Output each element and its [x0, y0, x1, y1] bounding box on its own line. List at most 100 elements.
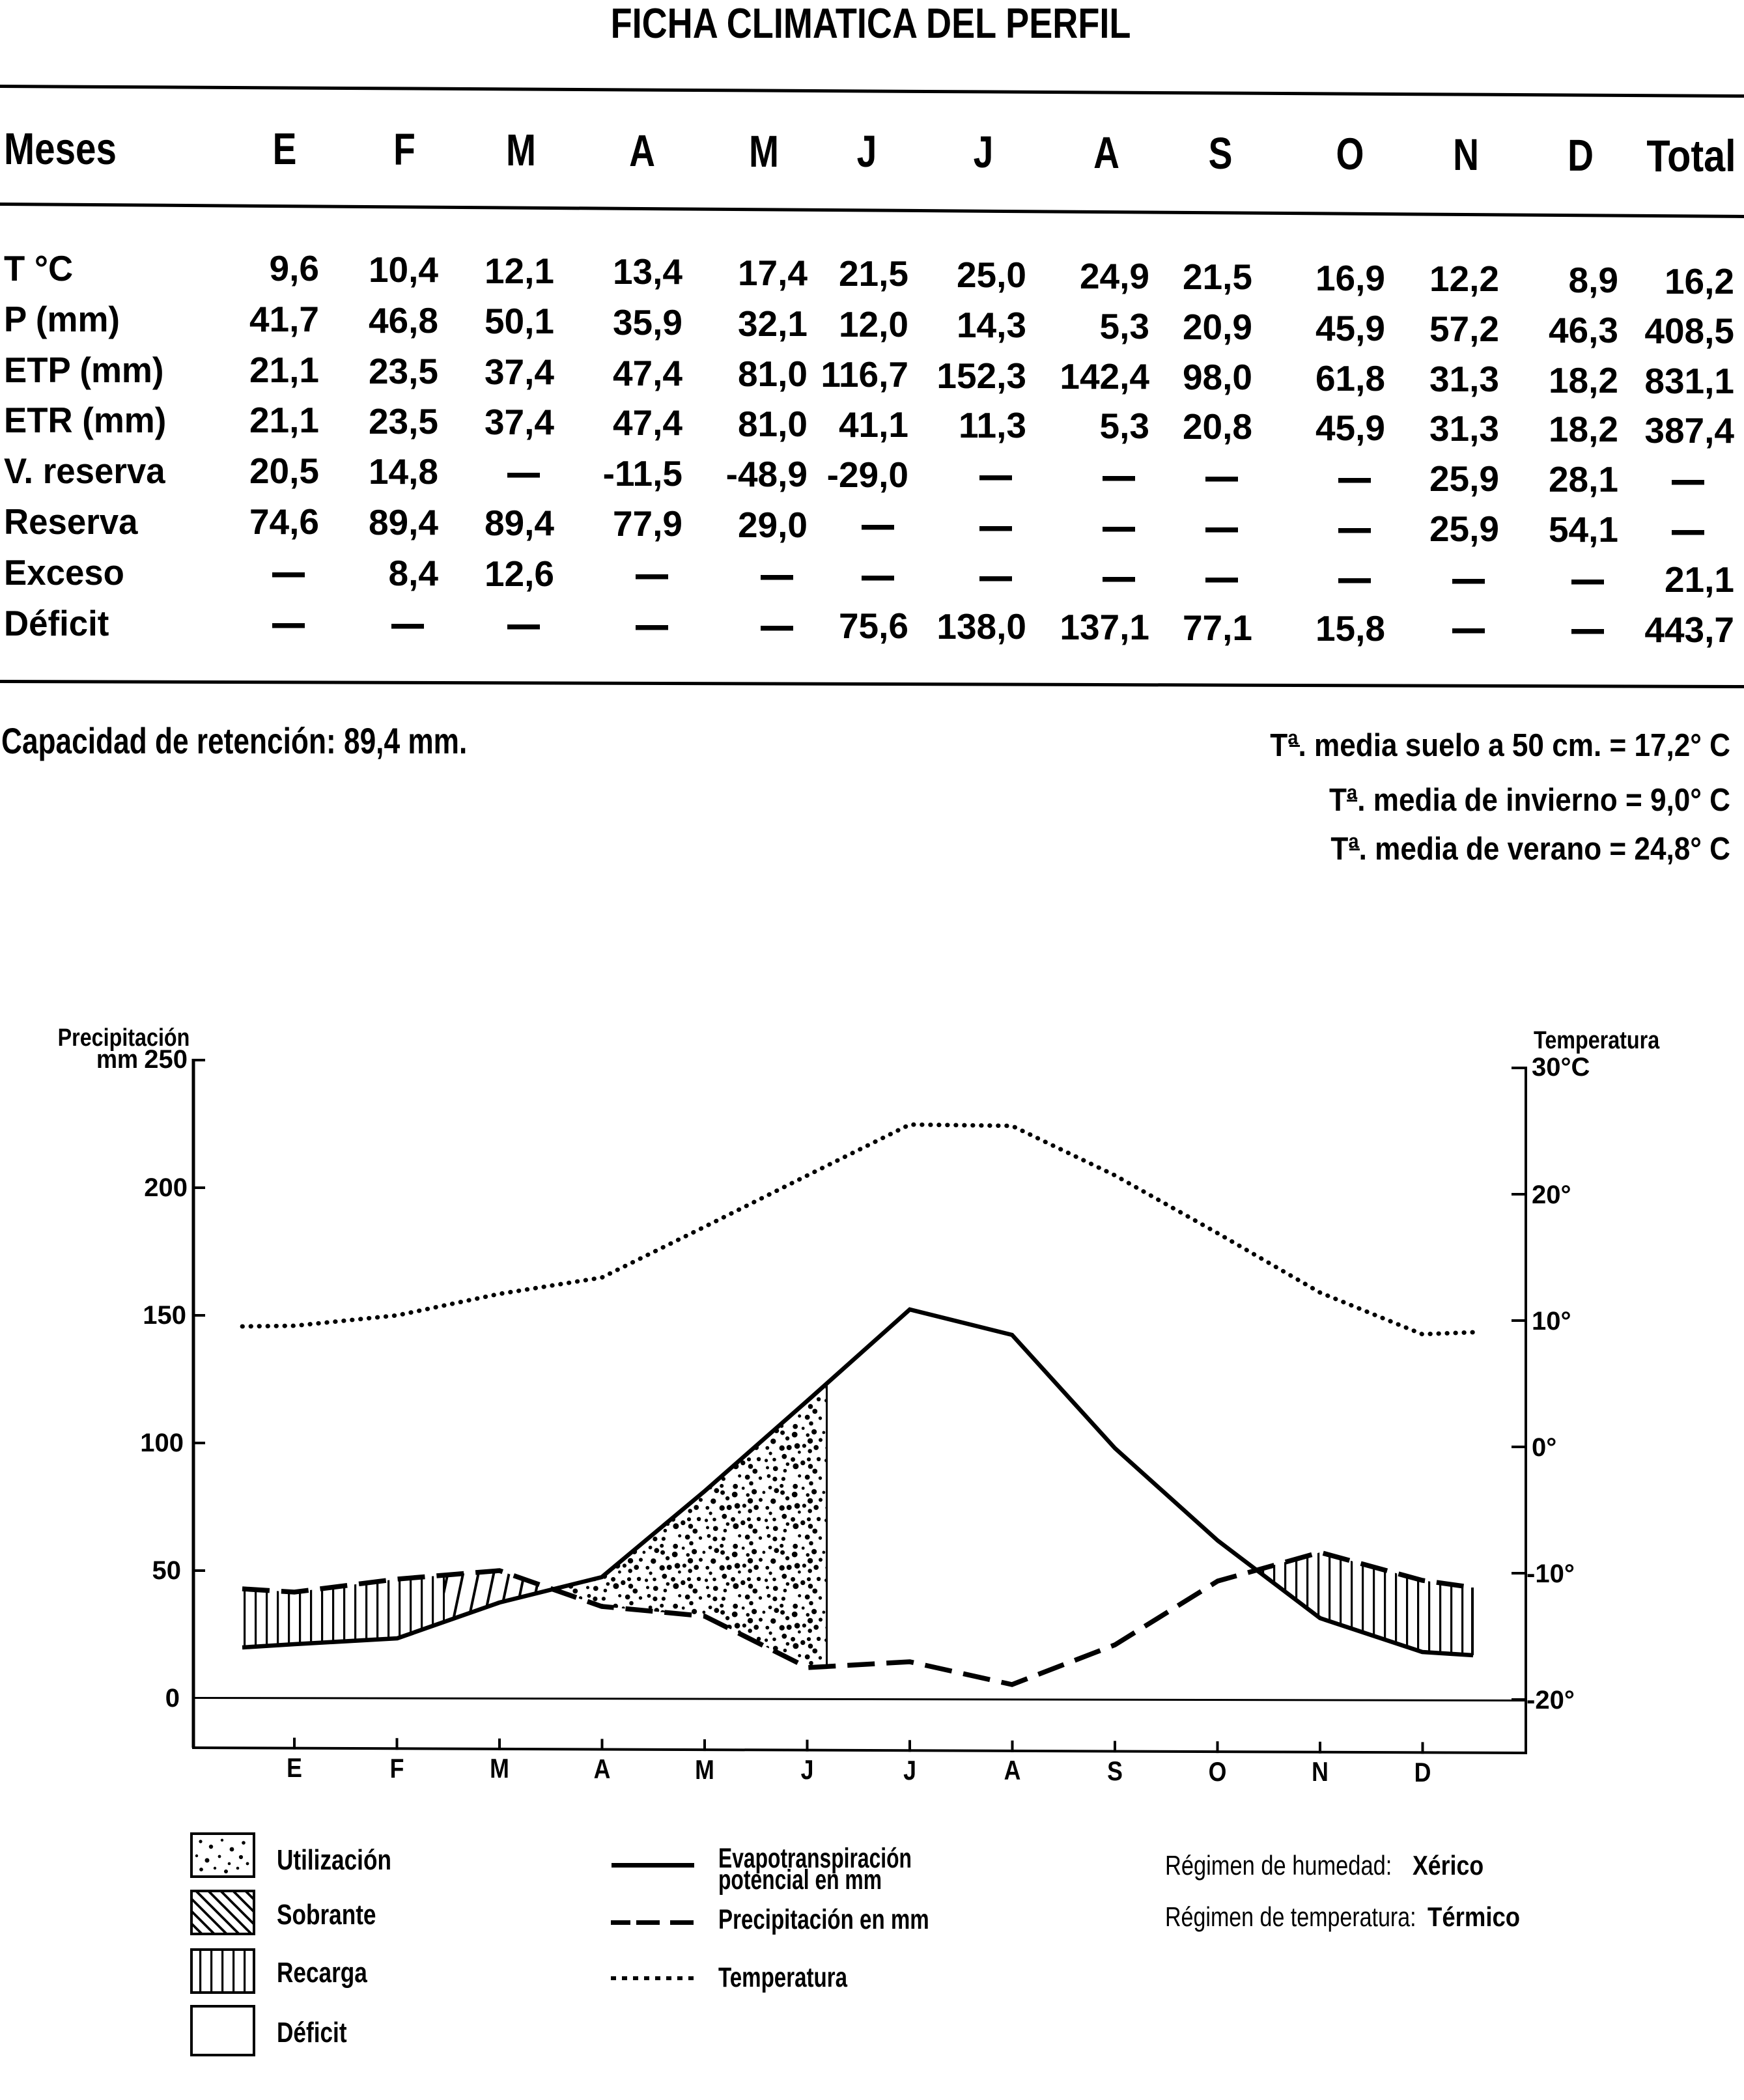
svg-text:89,4: 89,4 — [369, 502, 438, 542]
svg-text:V. reserva: V. reserva — [4, 451, 166, 491]
svg-text:ETP (mm): ETP (mm) — [4, 350, 163, 390]
svg-text:54,1: 54,1 — [1549, 509, 1618, 550]
svg-text:J: J — [903, 1756, 916, 1785]
svg-text:Utilización: Utilización — [277, 1844, 391, 1876]
svg-text:M: M — [490, 1754, 509, 1784]
svg-text:5,3: 5,3 — [1100, 306, 1149, 346]
svg-text:14,3: 14,3 — [957, 305, 1026, 345]
svg-text:47,4: 47,4 — [613, 353, 682, 393]
svg-text:57,2: 57,2 — [1429, 309, 1499, 349]
svg-text:37,4: 37,4 — [485, 352, 554, 392]
svg-text:41,1: 41,1 — [839, 404, 908, 445]
svg-text:77,1: 77,1 — [1183, 608, 1252, 648]
svg-text:FICHA CLIMATICA DEL PERFIL: FICHA CLIMATICA DEL PERFIL — [611, 0, 1131, 47]
svg-text:14,8: 14,8 — [369, 451, 438, 492]
svg-text:N: N — [1453, 130, 1479, 180]
svg-text:28,1: 28,1 — [1549, 459, 1618, 499]
svg-text:150: 150 — [143, 1301, 186, 1330]
svg-text:F: F — [390, 1754, 404, 1784]
svg-text:N: N — [1312, 1757, 1329, 1787]
svg-text:O: O — [1209, 1757, 1227, 1787]
svg-text:32,1: 32,1 — [738, 303, 808, 344]
svg-text:81,0: 81,0 — [738, 354, 808, 394]
svg-text:0: 0 — [165, 1684, 180, 1713]
svg-text:M: M — [695, 1755, 714, 1785]
svg-text:21,5: 21,5 — [1183, 257, 1252, 297]
svg-text:21,5: 21,5 — [839, 253, 908, 294]
svg-text:Tª. media de verano = 24,8° C: Tª. media de verano = 24,8° C — [1330, 831, 1730, 867]
svg-text:mm: mm — [96, 1045, 138, 1074]
svg-text:13,4: 13,4 — [613, 251, 682, 292]
svg-text:98,0: 98,0 — [1183, 357, 1252, 397]
svg-text:Recarga: Recarga — [277, 1957, 368, 1989]
svg-text:45,9: 45,9 — [1315, 308, 1385, 348]
svg-text:31,3: 31,3 — [1429, 359, 1499, 399]
svg-text:18,2: 18,2 — [1549, 360, 1618, 400]
svg-text:E: E — [287, 1753, 302, 1783]
svg-text:8,9: 8,9 — [1569, 260, 1618, 300]
svg-text:45,9: 45,9 — [1315, 408, 1385, 448]
svg-text:O: O — [1336, 129, 1364, 179]
svg-text:5,3: 5,3 — [1100, 406, 1149, 446]
svg-text:J: J — [857, 126, 877, 176]
svg-text:831,1: 831,1 — [1644, 361, 1734, 401]
svg-text:138,0: 138,0 — [936, 606, 1026, 647]
svg-text:200: 200 — [144, 1173, 188, 1202]
svg-text:Temperatura: Temperatura — [718, 1962, 848, 1993]
svg-text:41,7: 41,7 — [249, 299, 319, 339]
svg-text:24,9: 24,9 — [1080, 256, 1149, 296]
svg-text:250: 250 — [144, 1045, 188, 1074]
svg-text:137,1: 137,1 — [1060, 607, 1149, 647]
svg-text:Régimen de temperatura:: Régimen de temperatura: — [1165, 1902, 1416, 1933]
svg-text:A: A — [1093, 128, 1119, 178]
svg-text:21,1: 21,1 — [249, 350, 319, 390]
svg-text:-29,0: -29,0 — [827, 455, 908, 495]
svg-text:M: M — [749, 126, 779, 176]
svg-text:25,0: 25,0 — [957, 255, 1026, 295]
svg-text:Total: Total — [1646, 131, 1736, 181]
svg-text:387,4: 387,4 — [1644, 410, 1734, 451]
svg-text:Evapotranspiración: Evapotranspiración — [718, 1843, 912, 1874]
svg-text:23,5: 23,5 — [369, 351, 438, 391]
svg-text:Meses: Meses — [4, 124, 117, 175]
svg-text:10°: 10° — [1532, 1307, 1571, 1336]
svg-text:-48,9: -48,9 — [726, 454, 808, 494]
svg-text:F: F — [393, 124, 415, 175]
svg-text:12,2: 12,2 — [1429, 259, 1499, 299]
svg-text:Precipitación en mm: Precipitación en mm — [718, 1904, 929, 1935]
svg-text:10,4: 10,4 — [369, 249, 438, 290]
svg-text:142,4: 142,4 — [1060, 356, 1149, 397]
svg-text:Déficit: Déficit — [277, 2017, 347, 2049]
svg-text:Tª. media de invierno = 9,0° C: Tª. media de invierno = 9,0° C — [1329, 782, 1730, 818]
svg-text:11,3: 11,3 — [959, 405, 1026, 445]
svg-text:46,3: 46,3 — [1549, 310, 1618, 350]
svg-text:16,9: 16,9 — [1315, 258, 1385, 298]
svg-text:75,6: 75,6 — [839, 606, 908, 646]
svg-text:29,0: 29,0 — [738, 505, 808, 545]
svg-text:Déficit: Déficit — [4, 604, 109, 643]
svg-text:J: J — [974, 127, 994, 177]
svg-text:20,9: 20,9 — [1183, 307, 1252, 347]
svg-text:D: D — [1568, 130, 1594, 180]
svg-text:-11,5: -11,5 — [603, 453, 682, 494]
svg-text:Reserva: Reserva — [4, 502, 138, 542]
svg-text:E: E — [273, 124, 297, 174]
svg-text:21,1: 21,1 — [249, 400, 319, 440]
svg-text:A: A — [1004, 1756, 1021, 1785]
svg-text:20,5: 20,5 — [249, 451, 319, 491]
svg-text:0°: 0° — [1532, 1433, 1556, 1462]
svg-text:35,9: 35,9 — [613, 302, 682, 343]
svg-text:Temperatura: Temperatura — [1534, 1027, 1660, 1054]
svg-text:A: A — [629, 126, 655, 176]
svg-text:89,4: 89,4 — [485, 503, 554, 543]
svg-text:ETR (mm): ETR (mm) — [4, 400, 166, 440]
svg-text:Tª. media suelo a 50 cm. = 17,: Tª. media suelo a 50 cm. = 17,2° C — [1270, 727, 1730, 763]
svg-text:74,6: 74,6 — [249, 501, 319, 542]
svg-text:P (mm): P (mm) — [4, 300, 120, 339]
svg-text:T °C: T °C — [4, 249, 73, 288]
svg-text:Régimen de humedad:: Régimen de humedad: — [1165, 1851, 1392, 1881]
svg-text:9,6: 9,6 — [270, 248, 319, 288]
svg-text:30°C: 30°C — [1532, 1053, 1590, 1082]
svg-text:25,9: 25,9 — [1429, 458, 1499, 499]
svg-text:152,3: 152,3 — [936, 356, 1026, 396]
